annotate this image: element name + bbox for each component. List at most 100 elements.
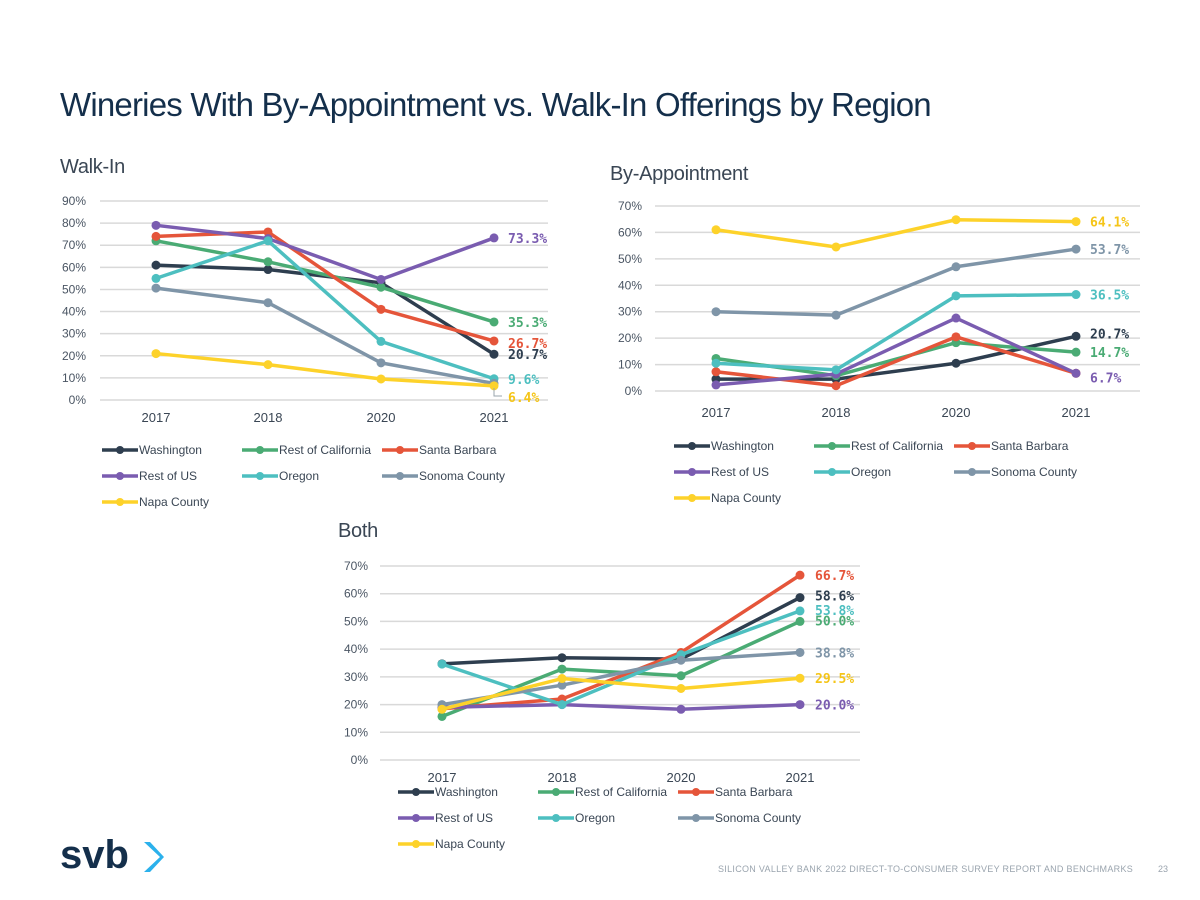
legend-item[interactable]: Rest of US (398, 811, 493, 825)
data-point (376, 282, 386, 292)
page-number: 23 (1158, 864, 1169, 874)
legend-marker-icon (692, 788, 700, 796)
legend-item[interactable]: Napa County (102, 495, 209, 509)
y-tick-label: 60% (62, 260, 86, 274)
legend-marker-icon (116, 472, 124, 480)
appointment-plot: 0% 10% 20% 30% 40% 50% 60% 70% 2017 2018 2020 2021 2… (618, 199, 1140, 505)
legend-item[interactable]: Oregon (538, 811, 615, 825)
data-label: 53.8% (815, 604, 854, 619)
data-point (951, 358, 961, 368)
legend-label: Oregon (851, 465, 891, 479)
legend-item[interactable]: Sonoma County (954, 465, 1077, 479)
data-point (795, 616, 805, 626)
data-point (676, 704, 686, 714)
legend-item[interactable]: Washington (398, 785, 498, 799)
data-point (711, 307, 721, 317)
y-tick-label: 20% (344, 698, 368, 712)
legend-item[interactable]: Rest of California (814, 439, 943, 453)
series-line (441, 676, 801, 711)
series-line (155, 230, 495, 343)
legend-item[interactable]: Oregon (814, 465, 891, 479)
data-point (1071, 290, 1081, 300)
logo-text: svb (60, 833, 129, 877)
legend-label: Oregon (279, 469, 319, 483)
y-tick-label: 40% (62, 305, 86, 319)
legend-label: Sonoma County (715, 811, 801, 825)
data-point (151, 260, 161, 270)
data-point (376, 358, 386, 368)
data-label: 73.3% (508, 232, 547, 247)
legend-marker-icon (828, 442, 836, 450)
data-point (437, 711, 447, 721)
data-label: 38.8% (815, 646, 854, 661)
series-rest-of-california: 35.3% (151, 236, 547, 331)
legend-label: Rest of California (851, 439, 943, 453)
data-point (263, 265, 273, 275)
data-point (951, 215, 961, 225)
data-label: 29.5% (815, 672, 854, 687)
data-label: 50.0% (815, 614, 854, 629)
y-tick-label: 50% (618, 252, 642, 266)
series-line (155, 239, 495, 381)
legend-item[interactable]: Sonoma County (382, 469, 505, 483)
data-point (263, 360, 273, 370)
series-line (715, 217, 1077, 249)
data-point (376, 304, 386, 314)
data-point (151, 283, 161, 293)
data-point (1071, 217, 1081, 227)
y-tick-label: 90% (62, 194, 86, 208)
y-tick-label: 20% (618, 331, 642, 345)
data-label: 6.4% (508, 391, 539, 406)
y-tick-label: 10% (62, 371, 86, 385)
data-point (489, 349, 499, 359)
x-tick-label: 2017 (428, 770, 457, 785)
legend-label: Napa County (139, 495, 209, 509)
legend-marker-icon (552, 814, 560, 822)
series-washington: 58.6% (437, 590, 854, 669)
legend-item[interactable]: Santa Barbara (678, 785, 793, 799)
data-point (151, 231, 161, 241)
series-line (155, 351, 495, 388)
appointment-chart-title: By-Appointment (610, 163, 749, 185)
x-tick-label: 2020 (667, 770, 696, 785)
series-rest-of-california: 14.7% (711, 338, 1129, 381)
legend-item[interactable]: Rest of US (102, 469, 197, 483)
legend-marker-icon (396, 446, 404, 454)
data-point (795, 606, 805, 616)
legend-item[interactable]: Napa County (674, 491, 781, 505)
data-label: 53.7% (1090, 243, 1129, 258)
legend-item[interactable]: Santa Barbara (954, 439, 1069, 453)
y-tick-label: 50% (344, 614, 368, 628)
legend-item[interactable]: Rest of US (674, 465, 769, 479)
data-point (795, 673, 805, 683)
series-line (441, 702, 801, 712)
legend-marker-icon (968, 468, 976, 476)
data-point (263, 298, 273, 308)
legend-item[interactable]: Napa County (398, 837, 505, 851)
legend-item[interactable]: Sonoma County (678, 811, 801, 825)
y-tick-label: 60% (344, 587, 368, 601)
data-point (437, 704, 447, 714)
legend-marker-icon (412, 840, 420, 848)
x-tick-label: 2018 (548, 770, 577, 785)
series-oregon: 9.6% (151, 236, 539, 388)
legend-label: Washington (139, 443, 202, 457)
y-tick-label: 50% (62, 282, 86, 296)
y-tick-label: 30% (618, 305, 642, 319)
series-line (715, 292, 1077, 372)
series-napa-county: 64.1% (711, 215, 1129, 252)
data-label: 9.6% (508, 373, 539, 388)
data-point (795, 593, 805, 603)
legend-item[interactable]: Washington (674, 439, 774, 453)
legend-item[interactable]: Rest of California (538, 785, 667, 799)
data-point (1071, 368, 1081, 378)
legend-item[interactable]: Oregon (242, 469, 319, 483)
y-tick-label: 10% (618, 358, 642, 372)
legend-item[interactable]: Santa Barbara (382, 443, 497, 457)
legend-item[interactable]: Washington (102, 443, 202, 457)
legend-label: Rest of California (279, 443, 371, 457)
legend-item[interactable]: Rest of California (242, 443, 371, 457)
data-point (676, 671, 686, 681)
data-label: 66.7% (815, 569, 854, 584)
x-tick-label: 2017 (702, 405, 731, 420)
